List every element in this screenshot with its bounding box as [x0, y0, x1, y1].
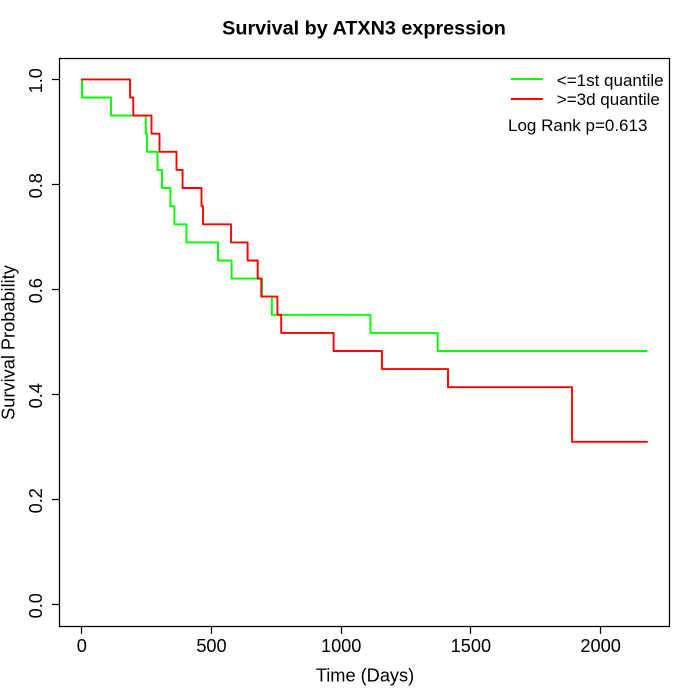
- svg-text:500: 500: [196, 636, 226, 656]
- svg-text:1000: 1000: [321, 636, 361, 656]
- svg-text:Time (Days): Time (Days): [316, 666, 414, 686]
- svg-text:1.0: 1.0: [26, 68, 46, 93]
- svg-text:0: 0: [77, 636, 87, 656]
- svg-text:0.0: 0.0: [26, 593, 46, 618]
- svg-text:0.2: 0.2: [26, 488, 46, 513]
- svg-text:Survival Probability: Survival Probability: [0, 264, 18, 420]
- svg-text:>=3d quantile: >=3d quantile: [557, 90, 660, 109]
- svg-text:0.4: 0.4: [26, 383, 46, 408]
- svg-text:0.6: 0.6: [26, 278, 46, 303]
- svg-text:2000: 2000: [580, 636, 620, 656]
- svg-text:Log Rank p=0.613: Log Rank p=0.613: [508, 116, 647, 135]
- svg-text:Survival by ATXN3 expression: Survival by ATXN3 expression: [222, 18, 506, 40]
- svg-text:1500: 1500: [451, 636, 491, 656]
- svg-text:0.8: 0.8: [26, 173, 46, 198]
- svg-text:<=1st quantile: <=1st quantile: [557, 71, 664, 90]
